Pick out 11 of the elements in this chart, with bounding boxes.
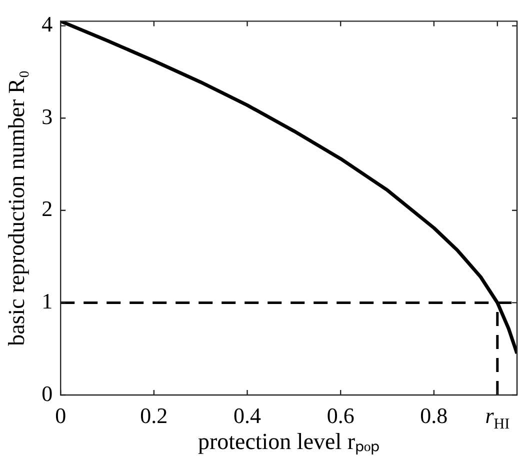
y-tick-label: 1 [42,288,53,314]
x-axis-title: protection level rₚₒₚ [198,429,380,456]
x-tick-label: 0.2 [140,403,168,428]
y-tick-label: 0 [42,380,53,406]
x-tick-label: 0.4 [234,403,262,428]
y-tick-label: 4 [42,12,53,37]
y-axis-title: basic reproduction number R₀ [4,70,29,346]
x-tick-label: 0.8 [420,403,448,428]
y-tick-label: 2 [42,196,53,222]
x-tick-label: 0.6 [326,403,354,428]
y-tick-label: 3 [42,104,53,129]
